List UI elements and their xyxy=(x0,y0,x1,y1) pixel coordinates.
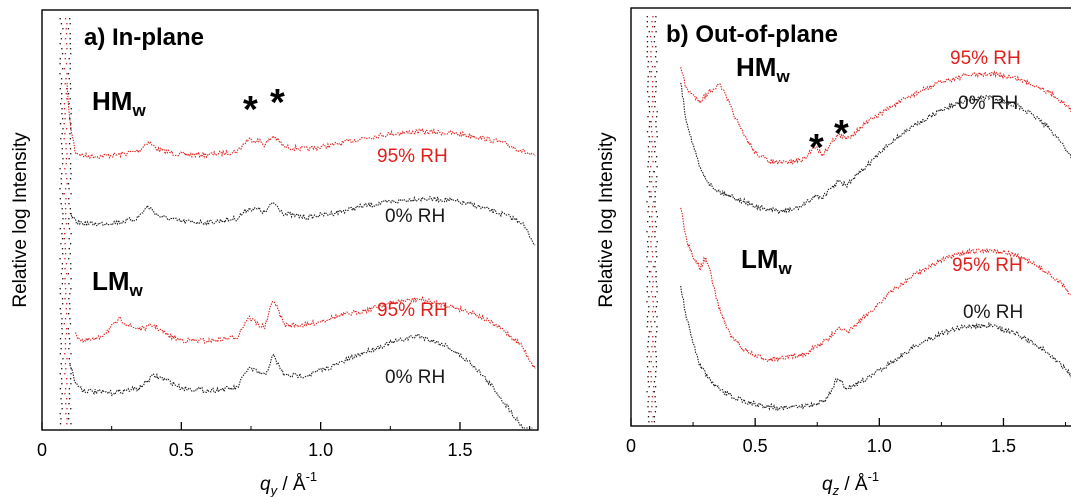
panel-b-plot-frame xyxy=(630,7,1071,427)
panel-b-title: b) Out-of-plane xyxy=(666,21,838,48)
panel-b-out-of-plane: 0 0.5 1.0 1.5 b) Out-of-plane Relative log … xyxy=(596,7,1071,497)
panel-b-beam-edge xyxy=(646,16,658,423)
beam-edge-points xyxy=(63,18,68,425)
series-line xyxy=(69,195,536,246)
x-tick-label: 0 xyxy=(37,440,47,460)
panel-a-series-hmw-0rh xyxy=(69,195,536,246)
series-line xyxy=(66,82,536,160)
panel-b-label-lmw-95rh: 95% RH xyxy=(952,255,1023,276)
beam-edge-points xyxy=(649,16,655,423)
series-line xyxy=(680,207,1071,364)
x-tick-label: 0.5 xyxy=(743,436,768,456)
panel-a-label-hmw: HMw xyxy=(92,86,146,120)
panel-a-asterisk-1: * xyxy=(243,89,258,131)
panel-a-beam-edge xyxy=(59,18,72,425)
panel-b-label-lmw: LMw xyxy=(741,244,793,278)
panel-b-x-ticks: 0 0.5 1.0 1.5 xyxy=(626,418,1067,456)
panel-a-plot-frame xyxy=(41,9,539,431)
series-line xyxy=(680,82,1071,216)
panel-b-series-lmw-95rh xyxy=(680,207,1071,364)
panel-a-in-plane: 0 0.5 1.0 1.5 a) In-plane Relative log Inte… xyxy=(10,9,539,497)
panel-a-title: a) In-plane xyxy=(84,24,204,51)
panel-a-curves xyxy=(59,18,536,429)
panel-a-x-axis-label: qy / Å-1 xyxy=(260,469,317,497)
beam-edge-points xyxy=(653,16,658,423)
panel-b-series-hmw-95rh xyxy=(680,67,1071,167)
panel-b-label-lmw-0rh: 0% RH xyxy=(963,302,1023,323)
beam-edge-points xyxy=(646,16,651,423)
panel-b-asterisk-2: * xyxy=(834,113,849,155)
series-line xyxy=(680,286,1071,412)
panel-a-label-lmw-0rh: 0% RH xyxy=(385,367,445,388)
panel-a-label-lmw: LMw xyxy=(92,266,144,300)
panel-a-asterisk-2: * xyxy=(270,82,285,124)
panel-b-label-hmw-95rh: 95% RH xyxy=(950,48,1021,69)
beam-edge-points xyxy=(67,18,72,425)
panel-a-series-lmw-95rh xyxy=(74,295,536,370)
panel-b-curves xyxy=(646,16,1071,423)
beam-edge-points xyxy=(59,18,64,425)
panel-a-label-hmw-0rh: 0% RH xyxy=(385,206,445,227)
panel-b-series-hmw-0rh xyxy=(680,82,1071,216)
panel-b-label-hmw: HMw xyxy=(736,52,790,86)
panel-a-y-axis-label: Relative log Intensity xyxy=(10,132,31,308)
panel-a-series-hmw-95rh xyxy=(66,82,536,160)
x-tick-label: 1.0 xyxy=(867,436,892,456)
x-tick-label: 1.0 xyxy=(308,440,333,460)
panel-b-y-axis-label: Relative log Intensity xyxy=(596,132,617,308)
panel-b-x-axis-label: qz / Å-1 xyxy=(822,469,879,497)
panel-a-label-hmw-95rh: 95% RH xyxy=(377,146,448,167)
x-tick-label: 0.5 xyxy=(169,440,194,460)
series-line xyxy=(74,295,536,370)
x-tick-label: 1.5 xyxy=(991,436,1016,456)
series-line xyxy=(69,333,533,429)
panel-b-label-hmw-0rh: 0% RH xyxy=(958,93,1018,114)
series-line xyxy=(680,67,1071,167)
panel-a-x-ticks: 0 0.5 1.0 1.5 xyxy=(37,422,531,460)
panel-b-asterisk-1: * xyxy=(809,127,824,169)
panel-b-series-lmw-0rh xyxy=(680,286,1071,412)
panel-a-series-lmw-0rh xyxy=(69,333,533,429)
x-tick-label: 0 xyxy=(626,436,636,456)
panel-a-label-lmw-95rh: 95% RH xyxy=(377,300,448,321)
x-tick-label: 1.5 xyxy=(447,440,472,460)
